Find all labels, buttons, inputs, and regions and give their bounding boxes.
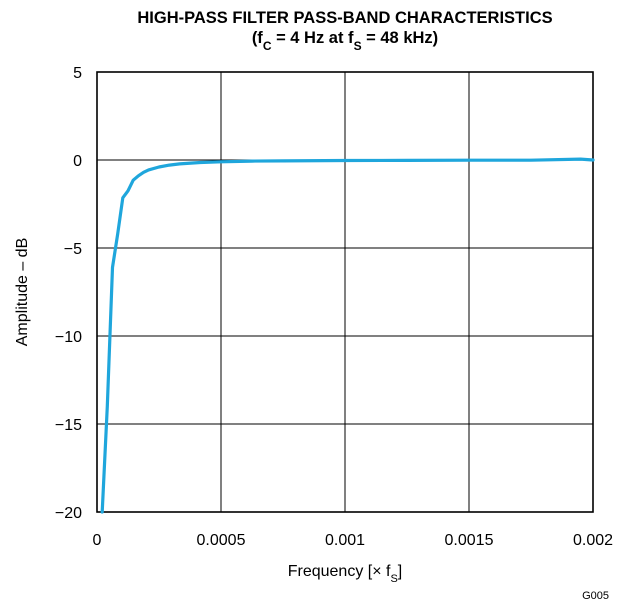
x-axis-label: Frequency [× fS] — [288, 563, 403, 585]
grid-lines — [97, 72, 593, 512]
x-tick-label: 0.002 — [573, 532, 613, 549]
y-tick-label: 0 — [73, 153, 82, 170]
y-tick-label: 5 — [73, 65, 82, 82]
chart-subtitle: (fC = 4 Hz at fS = 48 kHz) — [252, 29, 438, 53]
chart-title: HIGH-PASS FILTER PASS-BAND CHARACTERISTI… — [137, 9, 552, 27]
y-axis-label: Amplitude – dB — [14, 238, 31, 347]
y-tick-label: −10 — [55, 329, 82, 346]
y-tick-label: −20 — [55, 505, 82, 522]
x-tick-labels: 0 0.0005 0.001 0.0015 0.002 — [93, 532, 614, 549]
figure-id: G005 — [582, 590, 609, 602]
y-tick-label: −5 — [64, 241, 82, 258]
y-tick-label: −15 — [55, 417, 82, 434]
x-tick-label: 0.0015 — [445, 532, 494, 549]
x-tick-label: 0 — [93, 532, 102, 549]
y-tick-labels: 5 0 −5 −10 −15 −20 — [55, 65, 82, 522]
x-tick-label: 0.0005 — [197, 532, 246, 549]
x-tick-label: 0.001 — [325, 532, 365, 549]
